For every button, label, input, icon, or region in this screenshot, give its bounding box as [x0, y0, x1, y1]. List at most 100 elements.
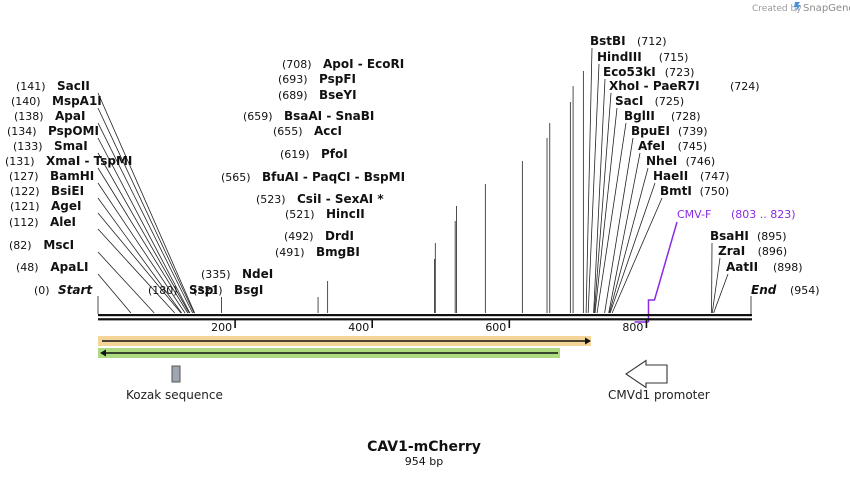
snapgene-logo-icon — [794, 2, 801, 12]
site-name: BglII — [624, 109, 655, 123]
site-line — [596, 122, 627, 314]
site-pos: (619) — [280, 148, 310, 161]
site-lines — [97, 47, 752, 314]
site-line — [608, 152, 641, 314]
site-pos: (895) — [757, 230, 787, 243]
primer-range: (803 .. 823) — [731, 208, 796, 221]
site-line — [609, 167, 649, 314]
site-line — [713, 273, 729, 314]
site-pos: (655) — [273, 125, 303, 138]
site-name: AfeI — [638, 139, 665, 153]
site-pos: (725) — [655, 95, 685, 108]
site-line — [594, 107, 618, 314]
site-name: NheI — [646, 154, 677, 168]
ruler-tick-label: 200 — [211, 321, 232, 334]
site-name: ApaLI — [50, 260, 88, 274]
site-pos: (127) — [9, 170, 39, 183]
ruler: 200 400 600 800 — [211, 320, 648, 334]
site-pos: (140) — [11, 95, 41, 108]
site-name: ApoI - EcoRI — [323, 57, 404, 71]
site-pos: (715) — [659, 51, 689, 64]
site-pos: (723) — [665, 66, 695, 79]
site-pos: (747) — [700, 170, 730, 183]
site-name: HincII — [326, 207, 365, 221]
site-line — [97, 251, 155, 314]
site-pos: (133) — [13, 140, 43, 153]
site-line — [611, 197, 663, 314]
site-pos: (739) — [678, 125, 708, 138]
ruler-tick-label: 800 — [622, 321, 643, 334]
kozak-sequence-box — [171, 365, 181, 383]
primer-arrow — [634, 221, 678, 323]
site-line — [585, 47, 593, 314]
site-name: SmaI — [54, 139, 88, 153]
site-name: CsiI - SexAI * — [297, 192, 384, 206]
site-name: AleI — [50, 215, 76, 229]
site-name: BseYI — [319, 88, 357, 102]
site-pos: (335) — [201, 268, 231, 281]
site-pos: (491) — [275, 246, 305, 259]
site-line — [97, 197, 182, 314]
site-name: BmtI — [660, 184, 692, 198]
plasmid-title: CAV1-mCherry — [367, 439, 481, 455]
site-line — [593, 92, 612, 314]
site-name: MspA1I — [52, 94, 102, 108]
site-labels: (48) ApaLI (82) MscI (112) AleI (121) AgeI (122)… — [5, 34, 803, 297]
site-line — [97, 212, 182, 314]
site-line — [587, 63, 600, 314]
cmvd1-promoter-arrow — [625, 359, 668, 389]
feature-orange-arrow — [98, 336, 591, 346]
feature-green-arrow — [98, 348, 560, 358]
site-name: BfuAI - PaqCI - BspMI — [262, 170, 405, 184]
site-pos: (138) — [14, 110, 44, 123]
site-name: AccI — [314, 124, 342, 138]
site-name: PfoI — [321, 147, 348, 161]
site-name: DrdI — [325, 229, 354, 243]
site-pos: (659) — [243, 110, 273, 123]
site-line — [711, 257, 721, 314]
site-name: MscI — [43, 238, 74, 252]
site-name: BmgBI — [316, 245, 360, 259]
site-pos: (746) — [686, 155, 716, 168]
site-line — [593, 78, 606, 314]
site-name: BstBI — [590, 34, 626, 48]
site-pos: (712) — [637, 35, 667, 48]
site-pos: (708) — [282, 58, 312, 71]
site-pos: (134) — [7, 125, 37, 138]
start-label: Start — [58, 283, 93, 297]
site-name: BsaAI - SnaBI — [284, 109, 374, 123]
site-pos: (131) — [5, 155, 35, 168]
site-name: ApaI — [55, 109, 85, 123]
site-pos: (492) — [284, 230, 314, 243]
site-pos: (898) — [773, 261, 803, 274]
site-pos: (321) — [193, 284, 223, 297]
site-line — [604, 137, 634, 314]
site-pos: (724) — [730, 80, 760, 93]
site-name: Eco53kI — [603, 65, 656, 79]
site-name: AgeI — [51, 199, 81, 213]
site-pos: (745) — [678, 140, 708, 153]
site-line — [97, 92, 196, 314]
site-pos: (750) — [700, 185, 730, 198]
credit-text: Created by — [752, 4, 802, 14]
kozak-label: Kozak sequence — [126, 388, 223, 402]
site-name: HindIII — [597, 50, 642, 64]
site-line — [97, 107, 195, 314]
site-name: HaeII — [653, 169, 688, 183]
site-pos: (48) — [16, 261, 39, 274]
site-pos: (180) — [148, 284, 178, 297]
credit-brand: SnapGene — [803, 3, 850, 14]
site-name: BsgI — [234, 283, 263, 297]
end-pos: (954) — [790, 284, 820, 297]
site-name: SacI — [615, 94, 643, 108]
site-line — [97, 228, 176, 314]
site-name: PspOMI — [48, 124, 99, 138]
site-pos: (728) — [671, 110, 701, 123]
site-name: SspI — [189, 283, 218, 297]
plasmid-size: 954 bp — [405, 455, 443, 468]
site-line — [97, 122, 193, 314]
ruler-tick-label: 600 — [485, 321, 506, 334]
site-name: NdeI — [242, 267, 273, 281]
site-name: BpuEI — [631, 124, 670, 138]
